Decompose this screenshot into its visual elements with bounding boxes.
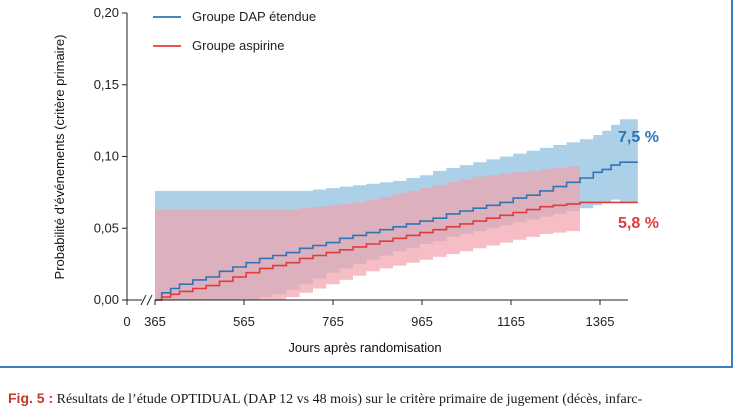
series-1-line <box>155 161 638 301</box>
x-tick-label: 765 <box>322 314 344 329</box>
x-axis-title: Jours après randomisation <box>288 340 441 355</box>
y-axis-title: Probabilité d’événements (critère primai… <box>52 35 67 280</box>
x-tick-label: 965 <box>411 314 433 329</box>
figure-number: Fig. 5 : <box>8 390 54 406</box>
y-tick-label: 0,20 <box>94 5 119 20</box>
y-tick-label: 0,05 <box>94 220 119 235</box>
axis-break-mark <box>140 294 147 306</box>
y-tick-label: 0,00 <box>94 292 119 307</box>
x-tick-label: 365 <box>144 314 166 329</box>
series-2-line <box>155 201 638 301</box>
legend-label: Groupe DAP étendue <box>192 9 316 24</box>
x-tick-label: 1165 <box>497 314 525 329</box>
x-tick-label: 0 <box>123 314 130 329</box>
y-tick-label: 0,15 <box>94 77 119 92</box>
axis-break-mark <box>146 294 153 306</box>
x-tick-label: 1365 <box>586 314 615 329</box>
kaplan-meier-chart: 0,00 0,05 0,10 0,15 0,20 0 365 565 765 965 1165 136… <box>52 5 659 355</box>
series-2-end-label: 5,8 % <box>618 215 659 232</box>
legend-label: Groupe aspirine <box>192 38 285 53</box>
caption-text: Résultats de l’étude OPTIDUAL (DAP 12 vs… <box>53 392 643 407</box>
series-1-end-label: 7,5 % <box>618 129 659 146</box>
x-tick-label: 565 <box>233 314 255 329</box>
figure-caption: Fig. 5 : Résultats de l’étude OPTIDUAL (… <box>8 390 735 408</box>
y-tick-label: 0,10 <box>94 149 119 164</box>
